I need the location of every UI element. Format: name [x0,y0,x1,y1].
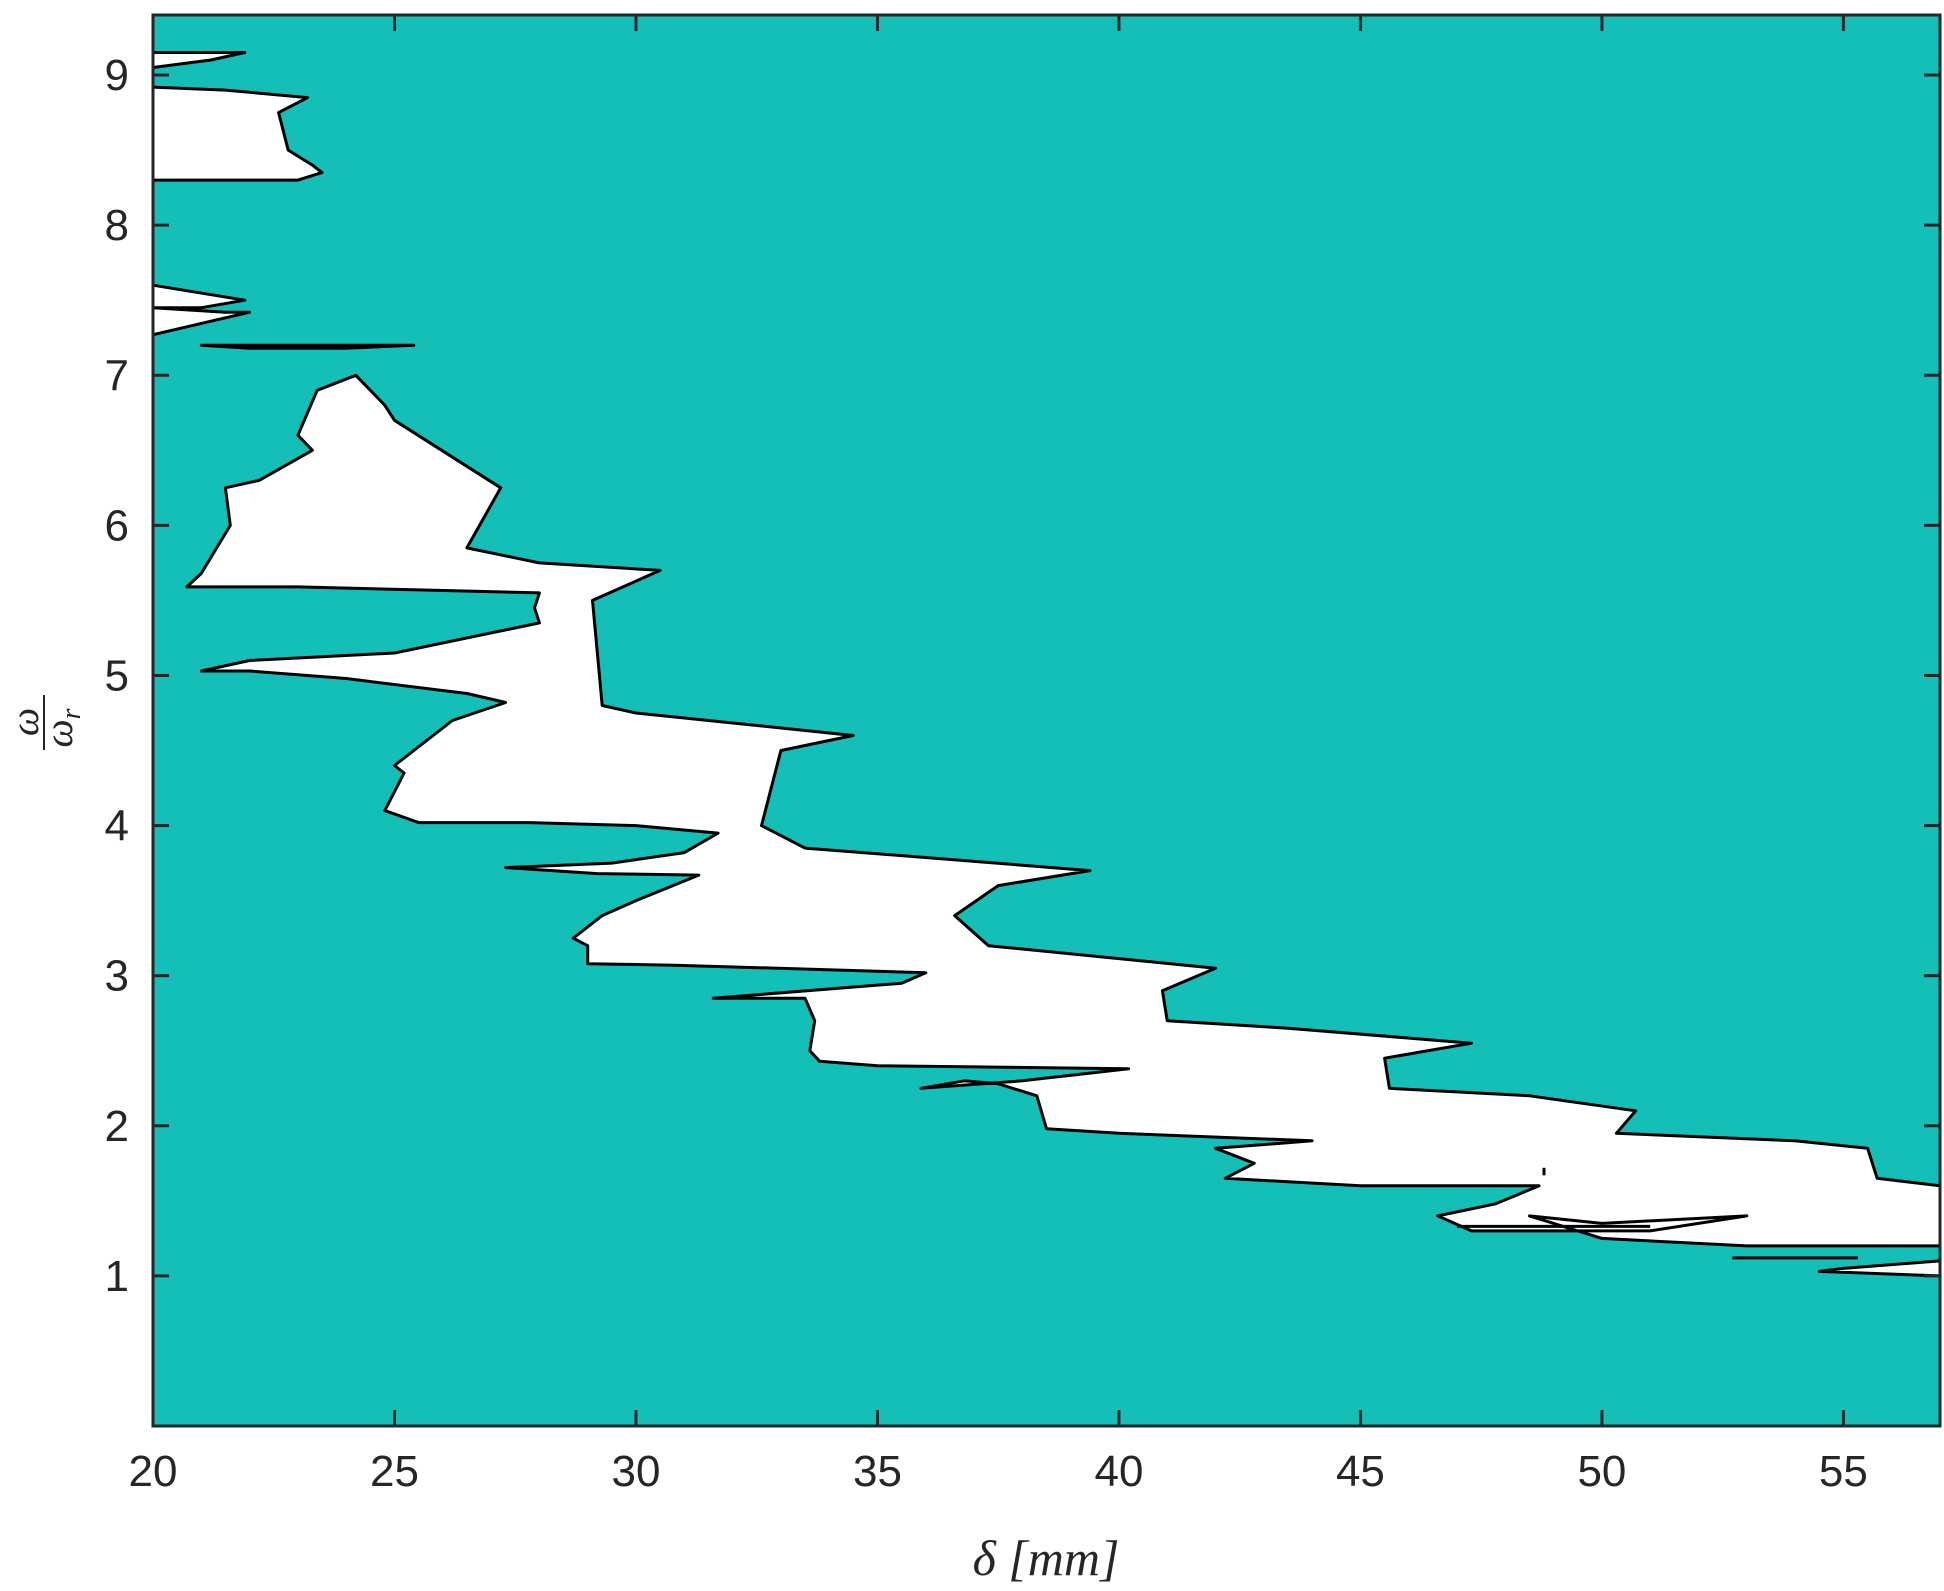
y-axis-label-denominator: ωr [36,708,87,747]
x-tick-label: 55 [1819,1447,1868,1496]
y-tick-label: 7 [105,351,129,400]
top-white-region [151,51,324,182]
left-white-region [151,283,252,337]
y-axis: 1 2 3 4 5 6 7 8 9 [105,51,1940,1301]
x-tick-label: 35 [853,1447,902,1496]
thin-white-sliver [199,343,416,350]
x-tick-label: 30 [611,1447,660,1496]
x-tick-label: 25 [370,1447,419,1496]
y-tick-label: 3 [105,952,129,1001]
y-axis-label-numerator: ω [2,708,47,736]
y-tick-label: 1 [105,1252,129,1301]
y-tick-label: 8 [105,201,129,250]
y-axis-label: ω ωr [2,695,87,750]
y-tick-label: 6 [105,501,129,550]
x-axis-label: δ [mm] [973,1530,1120,1586]
y-tick-label: 4 [105,802,129,851]
y-tick-label: 2 [105,1102,129,1151]
lines-layer [1457,1167,1858,1260]
x-axis: 20 25 30 35 40 45 50 55 [129,15,1868,1496]
y-axis-label-subscript: r [56,708,87,719]
x-tick-label: 20 [129,1447,178,1496]
y-tick-label: 5 [105,651,129,700]
y-tick-label: 9 [105,51,129,100]
main-white-region [185,373,1942,1248]
plot-frame [151,13,1942,1428]
x-tick-label: 45 [1336,1447,1385,1496]
x-tick-label: 50 [1577,1447,1626,1496]
x-tick-label: 40 [1094,1447,1143,1496]
